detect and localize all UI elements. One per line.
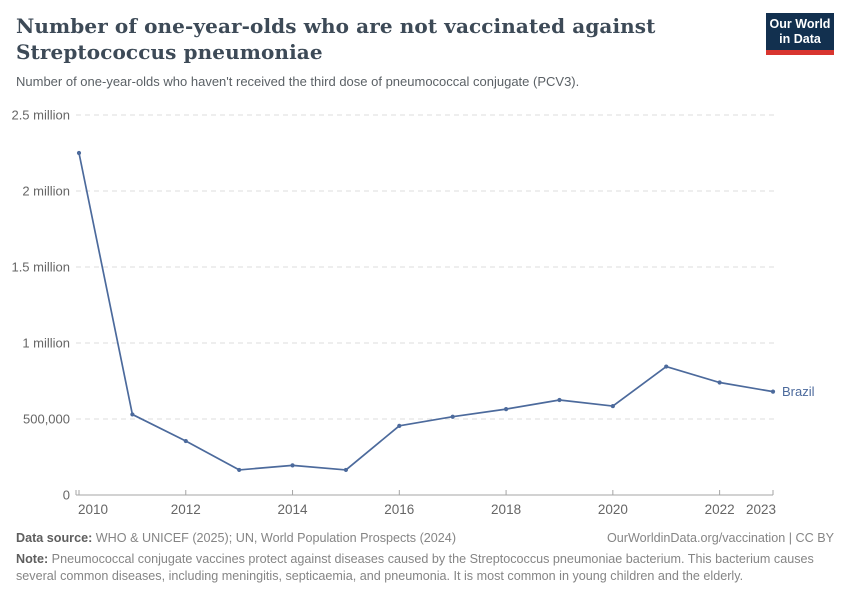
y-axis-tick-label: 1.5 million xyxy=(11,260,70,275)
data-point-marker[interactable] xyxy=(237,467,242,473)
x-axis-tick-label: 2023 xyxy=(746,502,776,517)
chart-subtitle: Number of one-year-olds who haven't rece… xyxy=(16,74,580,89)
x-axis-tick-label: 2012 xyxy=(171,502,201,517)
x-axis-tick-label: 2014 xyxy=(278,502,309,517)
note-text: Pneumococcal conjugate vaccines protect … xyxy=(16,552,814,583)
y-axis-tick-label: 0 xyxy=(63,488,70,503)
titles-block: Number of one-year-olds who are not vacc… xyxy=(16,13,656,89)
data-source-label: Data source: xyxy=(16,531,93,545)
page-title: Number of one-year-olds who are not vacc… xyxy=(16,13,656,65)
data-source-text: WHO & UNICEF (2025); UN, World Populatio… xyxy=(92,531,457,545)
page-title-line1: Number of one-year-olds who are not vacc… xyxy=(16,14,656,38)
footer-note: Note: Pneumococcal conjugate vaccines pr… xyxy=(16,551,834,584)
data-point-marker[interactable] xyxy=(397,423,402,428)
footer-sources-row: Data source: WHO & UNICEF (2025); UN, Wo… xyxy=(16,531,834,545)
data-point-marker[interactable] xyxy=(503,407,509,412)
data-point-marker[interactable] xyxy=(183,438,188,444)
owid-logo-line1: Our World xyxy=(769,16,831,31)
y-axis-tick-label: 500,000 xyxy=(23,412,70,427)
page-title-line2: Streptococcus pneumoniae xyxy=(16,40,323,64)
x-axis-tick-label: 2010 xyxy=(78,502,108,517)
x-axis-tick-label: 2018 xyxy=(491,502,521,517)
data-point-marker[interactable] xyxy=(450,414,455,419)
y-axis-tick-label: 2.5 million xyxy=(11,108,70,123)
data-point-marker[interactable] xyxy=(770,389,776,394)
note-label: Note: xyxy=(16,552,49,566)
chart-header: Number of one-year-olds who are not vacc… xyxy=(16,13,834,89)
data-point-marker[interactable] xyxy=(664,364,669,369)
x-axis-tick-label: 2022 xyxy=(705,502,735,517)
data-point-marker[interactable] xyxy=(343,467,349,473)
data-point-marker[interactable] xyxy=(610,403,615,409)
data-point-marker[interactable] xyxy=(76,150,82,156)
data-point-marker[interactable] xyxy=(717,380,722,385)
y-axis-tick-label: 1 million xyxy=(22,336,70,351)
series-label-brazil[interactable]: Brazil xyxy=(782,384,815,399)
owid-logo-line2: in Data xyxy=(779,31,821,46)
x-axis-tick-label: 2016 xyxy=(384,502,414,517)
attribution-link[interactable]: OurWorldinData.org/vaccination | CC BY xyxy=(606,531,834,545)
series-line-brazil[interactable] xyxy=(78,152,774,471)
data-source-line: Data source: WHO & UNICEF (2025); UN, Wo… xyxy=(16,531,456,545)
y-axis-tick-label: 2 million xyxy=(22,184,70,199)
x-axis-tick-label: 2020 xyxy=(598,502,628,517)
data-point-marker[interactable] xyxy=(130,412,135,417)
owid-logo[interactable]: Our World in Data xyxy=(766,13,834,55)
data-point-marker[interactable] xyxy=(557,397,562,403)
data-point-marker[interactable] xyxy=(290,463,295,468)
